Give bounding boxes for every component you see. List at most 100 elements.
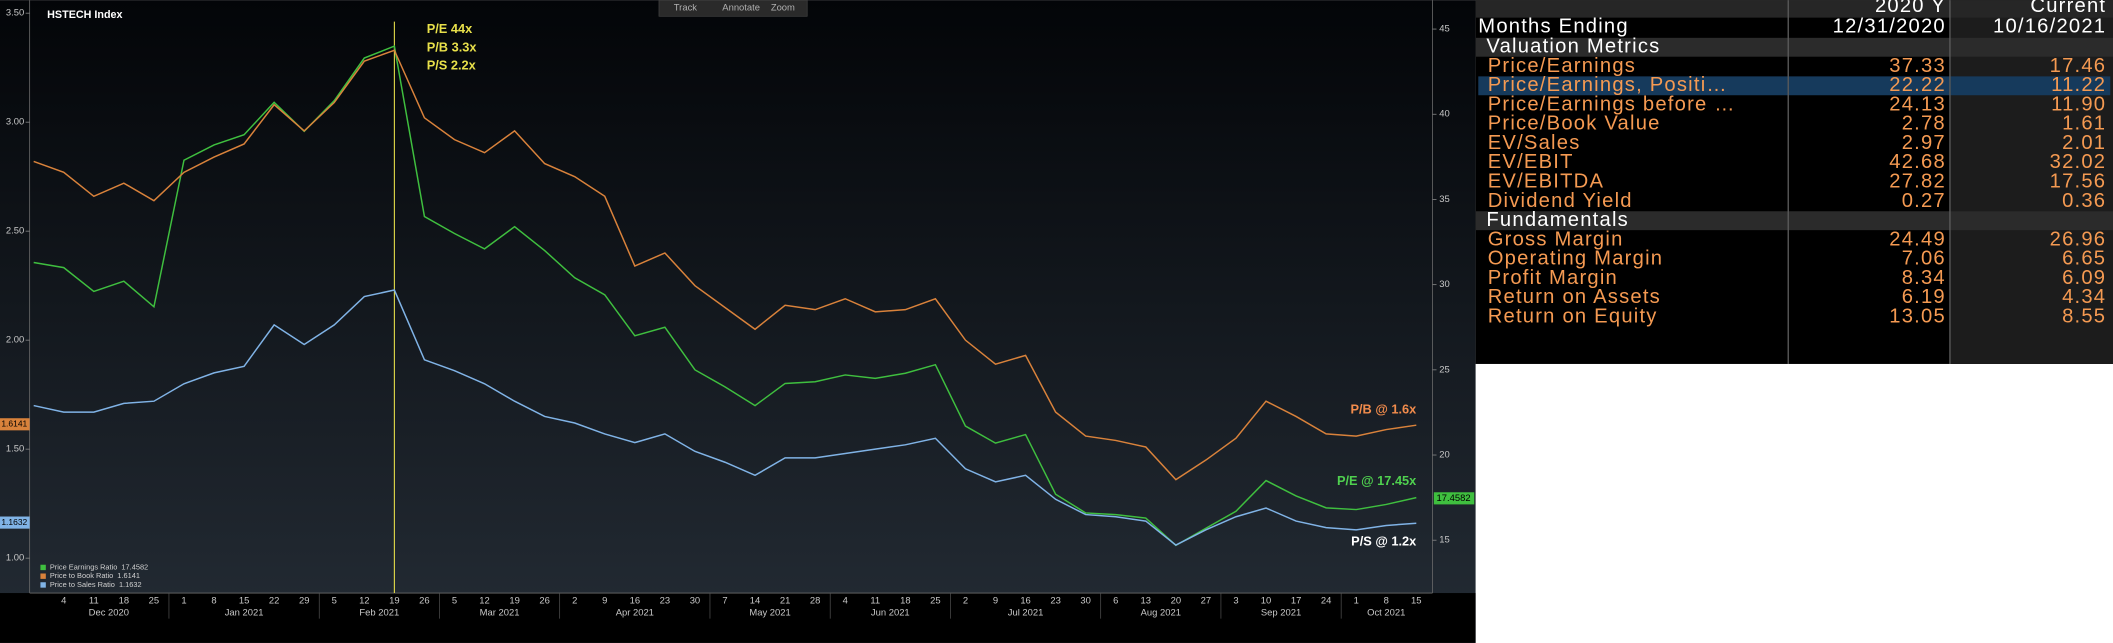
row-label[interactable]: Profit Margin <box>1488 267 1618 289</box>
x-tick-label: 16 <box>630 595 640 606</box>
row-value: 42.68 <box>1889 151 1946 173</box>
x-tick-label: 12 <box>479 595 489 606</box>
end-annotation: P/E @ 17.45x <box>1337 473 1417 488</box>
x-month-label: Jun 2021 <box>871 607 910 618</box>
toolbar-button[interactable]: Annotate <box>722 2 760 13</box>
row-label[interactable]: Price/Earnings before … <box>1488 93 1736 115</box>
x-tick-label: 4 <box>61 595 66 606</box>
legend-swatch <box>40 582 46 588</box>
legend-swatch <box>40 564 46 571</box>
x-tick-label: 16 <box>1020 595 1030 606</box>
x-tick-label: 23 <box>660 595 670 606</box>
toolbar-button[interactable]: Zoom <box>771 2 795 13</box>
toolbar <box>658 0 808 17</box>
legend-name: Price to Book Ratio <box>50 571 113 580</box>
row-label[interactable]: Price/Earnings, Positi… <box>1488 74 1728 96</box>
x-tick-label: 11 <box>89 595 99 606</box>
row-value: 32.02 <box>2050 151 2107 173</box>
x-tick-label: 9 <box>993 595 998 606</box>
section-band <box>1475 211 2113 231</box>
row-value: 27.82 <box>1889 171 1946 193</box>
x-month-label: Apr 2021 <box>616 607 654 618</box>
toolbar-button[interactable]: Track <box>674 2 697 13</box>
subheader-label: Months Ending <box>1478 15 1629 37</box>
y2-tick-label: 15 <box>1439 534 1449 545</box>
legend-entry: Price to Book Ratio 1.6141 <box>50 571 140 580</box>
series-line <box>33 49 1417 481</box>
x-tick-label: 18 <box>900 595 910 606</box>
y2-tick-label: 30 <box>1439 278 1449 289</box>
row-label[interactable]: EV/EBITDA <box>1488 171 1604 193</box>
x-tick-label: 30 <box>690 595 700 606</box>
row-label[interactable]: Dividend Yield <box>1488 190 1633 212</box>
x-tick-label: 2 <box>963 595 968 606</box>
column-header: 2020 Y <box>1875 0 1946 17</box>
x-tick-label: 15 <box>239 595 249 606</box>
y2-tick-label: 25 <box>1439 363 1449 374</box>
value-tag <box>0 418 30 431</box>
x-tick-label: 26 <box>539 595 549 606</box>
y-tick-label: 3.00 <box>6 116 24 127</box>
x-tick-label: 7 <box>722 595 727 606</box>
row-label[interactable]: Operating Margin <box>1488 248 1664 270</box>
row-label[interactable]: Price/Earnings <box>1488 55 1636 77</box>
legend-value: 1.1632 <box>119 580 142 589</box>
row-label[interactable]: Return on Assets <box>1488 286 1661 308</box>
x-tick-label: 22 <box>269 595 279 606</box>
x-month-label: Dec 2020 <box>89 607 129 618</box>
x-tick-label: 19 <box>509 595 519 606</box>
x-tick-label: 28 <box>810 595 820 606</box>
x-month-label: Jan 2021 <box>225 607 264 618</box>
row-value: 7.06 <box>1902 248 1946 270</box>
x-tick-label: 18 <box>119 595 129 606</box>
x-month-label: Jul 2021 <box>1008 607 1044 618</box>
current-column-background <box>1949 0 2113 364</box>
x-tick-label: 25 <box>930 595 940 606</box>
chart-background <box>0 0 1476 643</box>
x-month-label: Oct 2021 <box>1367 607 1405 618</box>
y-tick-label: 3.50 <box>6 7 24 18</box>
row-value: 24.49 <box>1889 228 1946 250</box>
subheader-date: 12/31/2020 <box>1833 15 1946 37</box>
y2-tick-label: 45 <box>1439 23 1449 34</box>
legend-name: Price to Sales Ratio <box>50 580 115 589</box>
row-label[interactable]: EV/EBIT <box>1488 151 1574 173</box>
row-label[interactable]: EV/Sales <box>1488 132 1581 154</box>
x-tick-label: 20 <box>1171 595 1181 606</box>
row-value: 8.55 <box>2062 305 2106 327</box>
row-value: 22.22 <box>1889 74 1946 96</box>
row-label[interactable]: Gross Margin <box>1488 228 1624 250</box>
row-value: 0.27 <box>1902 190 1946 212</box>
x-tick-label: 19 <box>389 595 399 606</box>
value-tag-label: 1.1632 <box>1 517 27 527</box>
table-header-band <box>1475 0 2113 18</box>
row-value: 4.34 <box>2062 286 2106 308</box>
series-line <box>33 289 1417 546</box>
x-tick-label: 17 <box>1291 595 1301 606</box>
row-value: 6.19 <box>1902 286 1946 308</box>
y-tick-label: 1.50 <box>6 443 24 454</box>
y2-tick-label: 35 <box>1439 193 1449 204</box>
row-value: 13.05 <box>1889 305 1946 327</box>
x-tick-label: 27 <box>1201 595 1211 606</box>
x-tick-label: 15 <box>1411 595 1421 606</box>
x-tick-label: 29 <box>299 595 309 606</box>
x-tick-label: 1 <box>181 595 186 606</box>
x-tick-label: 23 <box>1050 595 1060 606</box>
row-value: 6.65 <box>2062 248 2106 270</box>
row-label[interactable]: Price/Book Value <box>1488 113 1661 135</box>
row-value: 37.33 <box>1889 55 1946 77</box>
row-value: 2.01 <box>2062 132 2106 154</box>
legend-entry: Price to Sales Ratio 1.1632 <box>50 580 142 589</box>
row-value: 2.97 <box>1902 132 1946 154</box>
x-month-label: May 2021 <box>749 607 790 618</box>
y2-tick-label: 40 <box>1439 108 1449 119</box>
row-value: 11.90 <box>2051 93 2106 115</box>
x-tick-label: 9 <box>602 595 607 606</box>
row-label[interactable]: Return on Equity <box>1488 305 1658 327</box>
x-tick-label: 8 <box>1384 595 1389 606</box>
section-title: Fundamentals <box>1486 209 1629 231</box>
row-value: 26.96 <box>2050 228 2107 250</box>
legend-value: 17.4582 <box>121 562 148 571</box>
